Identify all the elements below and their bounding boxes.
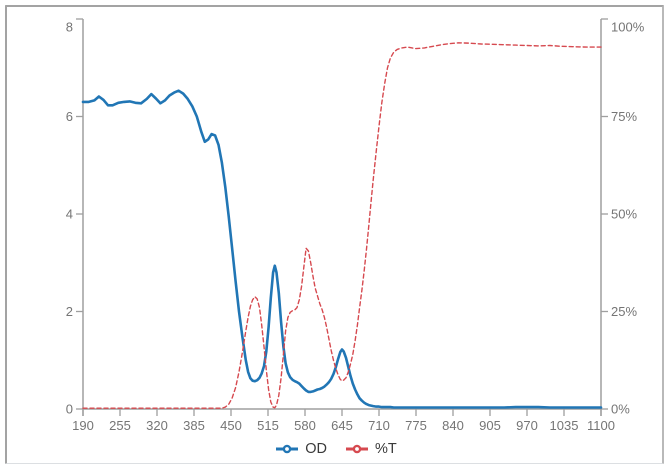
x-axis-tick-label: 450 xyxy=(220,418,242,433)
x-axis-tick-label: 970 xyxy=(516,418,538,433)
legend-item-percent-t[interactable]: %T xyxy=(345,442,397,457)
x-axis-tick-label: 840 xyxy=(442,418,464,433)
x-axis-tick-label: 1035 xyxy=(550,418,579,433)
x-axis-tick-label: 255 xyxy=(109,418,131,433)
x-axis-tick-label: 320 xyxy=(146,418,168,433)
x-axis-tick-label: 1100 xyxy=(587,418,615,433)
x-axis-tick-label: 385 xyxy=(183,418,205,433)
x-axis-tick-label: 580 xyxy=(294,418,316,433)
od-series-marker-icon xyxy=(276,444,299,454)
y-axis-right-tick-label: 0% xyxy=(611,402,630,417)
legend-label-od: OD xyxy=(305,440,327,457)
y-axis-left-tick-label: 0 xyxy=(66,402,73,417)
legend-label-percent-t: %T xyxy=(375,440,397,457)
y-axis-right-tick-label: 50% xyxy=(611,207,637,222)
y-axis-left-tick-label: 6 xyxy=(66,109,73,124)
chart-legend: OD %T xyxy=(0,438,672,460)
x-axis-tick-label: 905 xyxy=(479,418,501,433)
y-axis-right-tick-label: 25% xyxy=(611,304,637,319)
y-axis-right-tick-label: 100% xyxy=(611,20,645,35)
percent-t-series-marker-icon xyxy=(346,444,368,454)
y-axis-right-tick-label: 75% xyxy=(611,109,637,124)
x-axis-tick-label: 775 xyxy=(405,418,427,433)
x-axis-tick-label: 645 xyxy=(331,418,353,433)
x-axis-tick-label: 190 xyxy=(72,418,94,433)
x-axis-tick-label: 515 xyxy=(257,418,279,433)
percent-t-curve[interactable] xyxy=(82,42,602,409)
legend-item-od[interactable]: OD xyxy=(275,442,327,457)
x-axis-tick-label: 710 xyxy=(368,418,390,433)
od-curve[interactable] xyxy=(81,89,603,409)
y-axis-left-tick-label: 2 xyxy=(66,304,73,319)
y-axis-left-tick-label: 4 xyxy=(66,207,73,222)
chart-card xyxy=(5,5,664,464)
y-axis-left-tick-label: 8 xyxy=(66,20,73,35)
